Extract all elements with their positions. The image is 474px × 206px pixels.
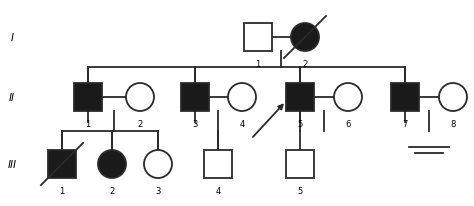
Circle shape <box>291 24 319 52</box>
Bar <box>391 84 419 111</box>
Text: 4: 4 <box>215 186 220 195</box>
Circle shape <box>334 84 362 111</box>
Bar <box>244 24 272 52</box>
Bar <box>48 150 76 178</box>
Text: II: II <box>9 92 15 103</box>
Circle shape <box>144 150 172 178</box>
Text: 8: 8 <box>450 119 456 128</box>
Text: 1: 1 <box>85 119 91 128</box>
Circle shape <box>439 84 467 111</box>
Bar <box>204 150 232 178</box>
Text: 4: 4 <box>239 119 245 128</box>
Text: 5: 5 <box>297 186 302 195</box>
Bar <box>286 84 314 111</box>
Text: 1: 1 <box>59 186 64 195</box>
Text: III: III <box>8 159 17 169</box>
Circle shape <box>98 150 126 178</box>
Bar <box>74 84 102 111</box>
Bar <box>286 150 314 178</box>
Text: 7: 7 <box>402 119 408 128</box>
Text: 2: 2 <box>302 60 308 69</box>
Text: 3: 3 <box>192 119 198 128</box>
Text: 2: 2 <box>109 186 115 195</box>
Text: 1: 1 <box>255 60 261 69</box>
Text: 6: 6 <box>346 119 351 128</box>
Circle shape <box>228 84 256 111</box>
Text: I: I <box>10 33 13 43</box>
Bar <box>181 84 209 111</box>
Circle shape <box>126 84 154 111</box>
Text: 3: 3 <box>155 186 161 195</box>
Text: 2: 2 <box>137 119 143 128</box>
Text: 5: 5 <box>297 119 302 128</box>
